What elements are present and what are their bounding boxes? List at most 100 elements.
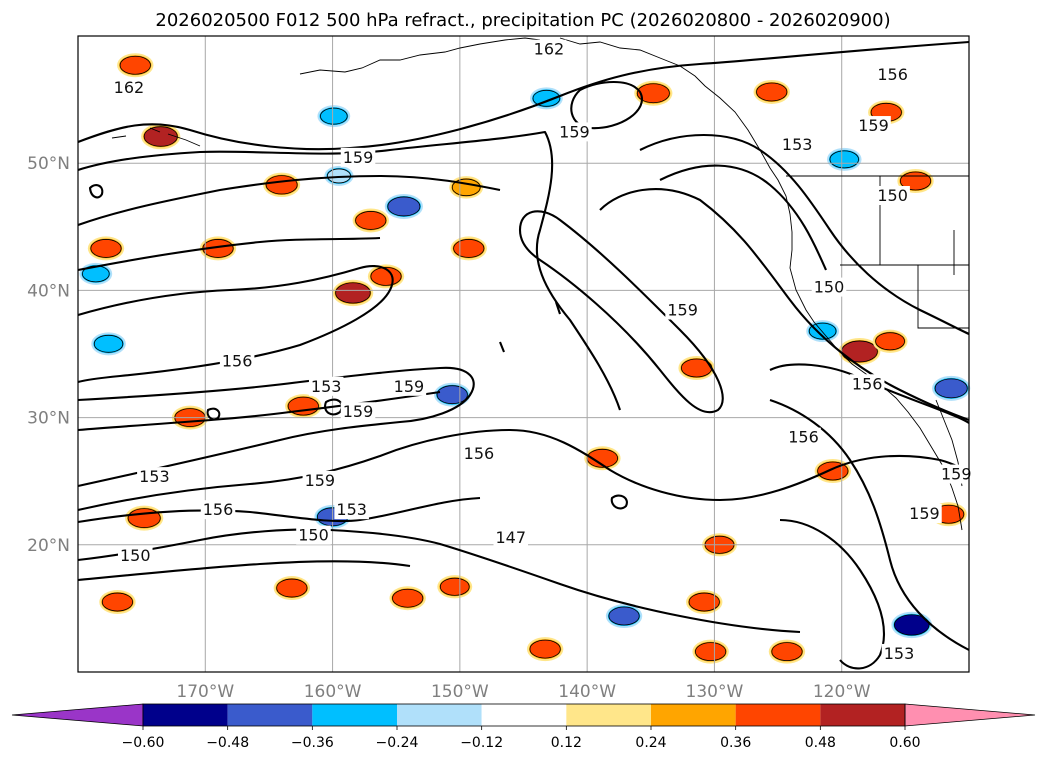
contour-label: 162 xyxy=(534,40,565,59)
contour-label: 147 xyxy=(495,528,526,547)
contour-label: 159 xyxy=(559,122,590,141)
contour-label: 162 xyxy=(114,78,145,97)
contour-label-bg xyxy=(340,147,376,167)
contour-label-bg xyxy=(334,500,369,520)
colorbar-segments xyxy=(11,703,1036,727)
precip-cell xyxy=(125,505,164,531)
contour-label: 159 xyxy=(394,377,425,396)
precip-cell xyxy=(434,382,471,407)
precip-cell xyxy=(692,639,729,664)
contour-label: 156 xyxy=(852,374,883,393)
precip-cell xyxy=(352,208,389,233)
contour-label: 150 xyxy=(877,186,908,205)
contour-label-bg xyxy=(907,504,942,523)
precip-cell xyxy=(526,637,564,662)
contour-label-bg xyxy=(881,643,917,663)
colorbar-tick-label: 0.36 xyxy=(720,735,751,751)
precip-cell xyxy=(91,332,126,356)
contour-label: 159 xyxy=(343,402,374,421)
contour-label: 156 xyxy=(788,428,819,447)
colorbar-frame xyxy=(142,703,906,727)
precip-cell xyxy=(686,590,723,615)
colorbar: −0.60 −0.48 −0.36 −0.24 −0.12 0.12 0.24 0.36 0.4… xyxy=(11,703,1036,751)
contour-label-bg xyxy=(531,39,567,59)
lon-tick-label: 170°W xyxy=(176,682,234,702)
contour-label: 150 xyxy=(298,526,329,545)
lon-tick-label: 130°W xyxy=(686,682,744,702)
precip-cell xyxy=(806,320,840,343)
colorbar-segment xyxy=(481,704,567,726)
colorbar-tick-label: 0.24 xyxy=(635,735,666,751)
colorbar-tick-label: −0.36 xyxy=(291,735,334,751)
colorbar-segment xyxy=(397,704,482,726)
contour-label-bg xyxy=(118,545,153,565)
contour-label-bg xyxy=(779,135,815,155)
contour-label: 153 xyxy=(311,377,342,396)
contour-label-bg xyxy=(391,376,427,396)
lat-tick-label: 50°N xyxy=(27,154,70,174)
contour-label: 159 xyxy=(909,504,940,523)
contour-label: 150 xyxy=(814,278,845,297)
precip-cell xyxy=(753,79,790,104)
precip-cell xyxy=(530,87,563,110)
precip-cell xyxy=(99,590,136,615)
colorbar-tick-label: 0.12 xyxy=(551,735,582,751)
colorbar-segment xyxy=(143,704,228,726)
lat-tick-label: 30°N xyxy=(27,409,70,429)
contour-label-bg xyxy=(665,300,700,320)
precip-cell xyxy=(826,147,862,171)
contours xyxy=(77,40,970,670)
precip-cell xyxy=(317,105,351,128)
colorbar-segment xyxy=(651,704,736,726)
precip-cell xyxy=(141,123,181,150)
precip-cell xyxy=(449,176,484,199)
colorbar-tick-label: −0.24 xyxy=(376,735,419,751)
precip-cell xyxy=(437,575,473,599)
longitude-tick-labels: 170°W 160°W 150°W 140°W 130°W 120°W xyxy=(176,682,870,702)
contour-label: 153 xyxy=(884,644,915,663)
lat-tick-label: 20°N xyxy=(27,536,70,556)
precip-cell xyxy=(678,355,715,380)
colorbar-tick-label: −0.12 xyxy=(460,735,503,751)
precip-cell xyxy=(605,604,643,629)
contour-label: 159 xyxy=(343,148,374,167)
contour-label-bg xyxy=(340,402,376,422)
colorbar-segment xyxy=(566,704,651,726)
precipitation-layer xyxy=(79,53,971,664)
colorbar-segment xyxy=(312,704,397,726)
contour-label-bg xyxy=(557,122,592,142)
contour-label: 153 xyxy=(782,135,813,154)
colorbar-segment xyxy=(227,704,313,726)
precip-cell xyxy=(932,375,971,401)
contour-label: 150 xyxy=(120,546,151,565)
contour-label-bg xyxy=(200,500,236,520)
contour-label: 159 xyxy=(305,471,336,490)
precip-cell xyxy=(891,611,933,639)
precip-cell xyxy=(285,394,322,419)
lon-tick-label: 150°W xyxy=(431,682,489,702)
precip-cell xyxy=(117,53,154,78)
lat-tick-label: 40°N xyxy=(27,281,70,301)
precip-cell xyxy=(332,279,374,307)
contour-label-bg xyxy=(461,444,497,464)
contour-label-bg xyxy=(856,116,891,136)
contour-label-bg xyxy=(849,374,885,394)
contour-label: 156 xyxy=(203,500,234,519)
precip-cell xyxy=(389,586,426,611)
precip-cell xyxy=(768,639,806,664)
lon-tick-label: 160°W xyxy=(304,682,362,702)
precip-cell xyxy=(814,459,852,484)
contour-label-bg xyxy=(308,376,344,396)
precip-cell xyxy=(384,193,423,219)
contour-label-bg xyxy=(302,470,338,490)
contour-label: 153 xyxy=(139,467,170,486)
chart-title: 2026020500 F012 500 hPa refract., precip… xyxy=(155,10,890,31)
precip-cell xyxy=(87,236,125,261)
precip-cell xyxy=(872,329,908,353)
lon-tick-label: 120°W xyxy=(813,682,871,702)
contour-label: 156 xyxy=(222,351,253,370)
contour-label: 156 xyxy=(877,65,908,84)
contour-label: 153 xyxy=(336,500,367,519)
contour-label-bg xyxy=(219,351,255,371)
